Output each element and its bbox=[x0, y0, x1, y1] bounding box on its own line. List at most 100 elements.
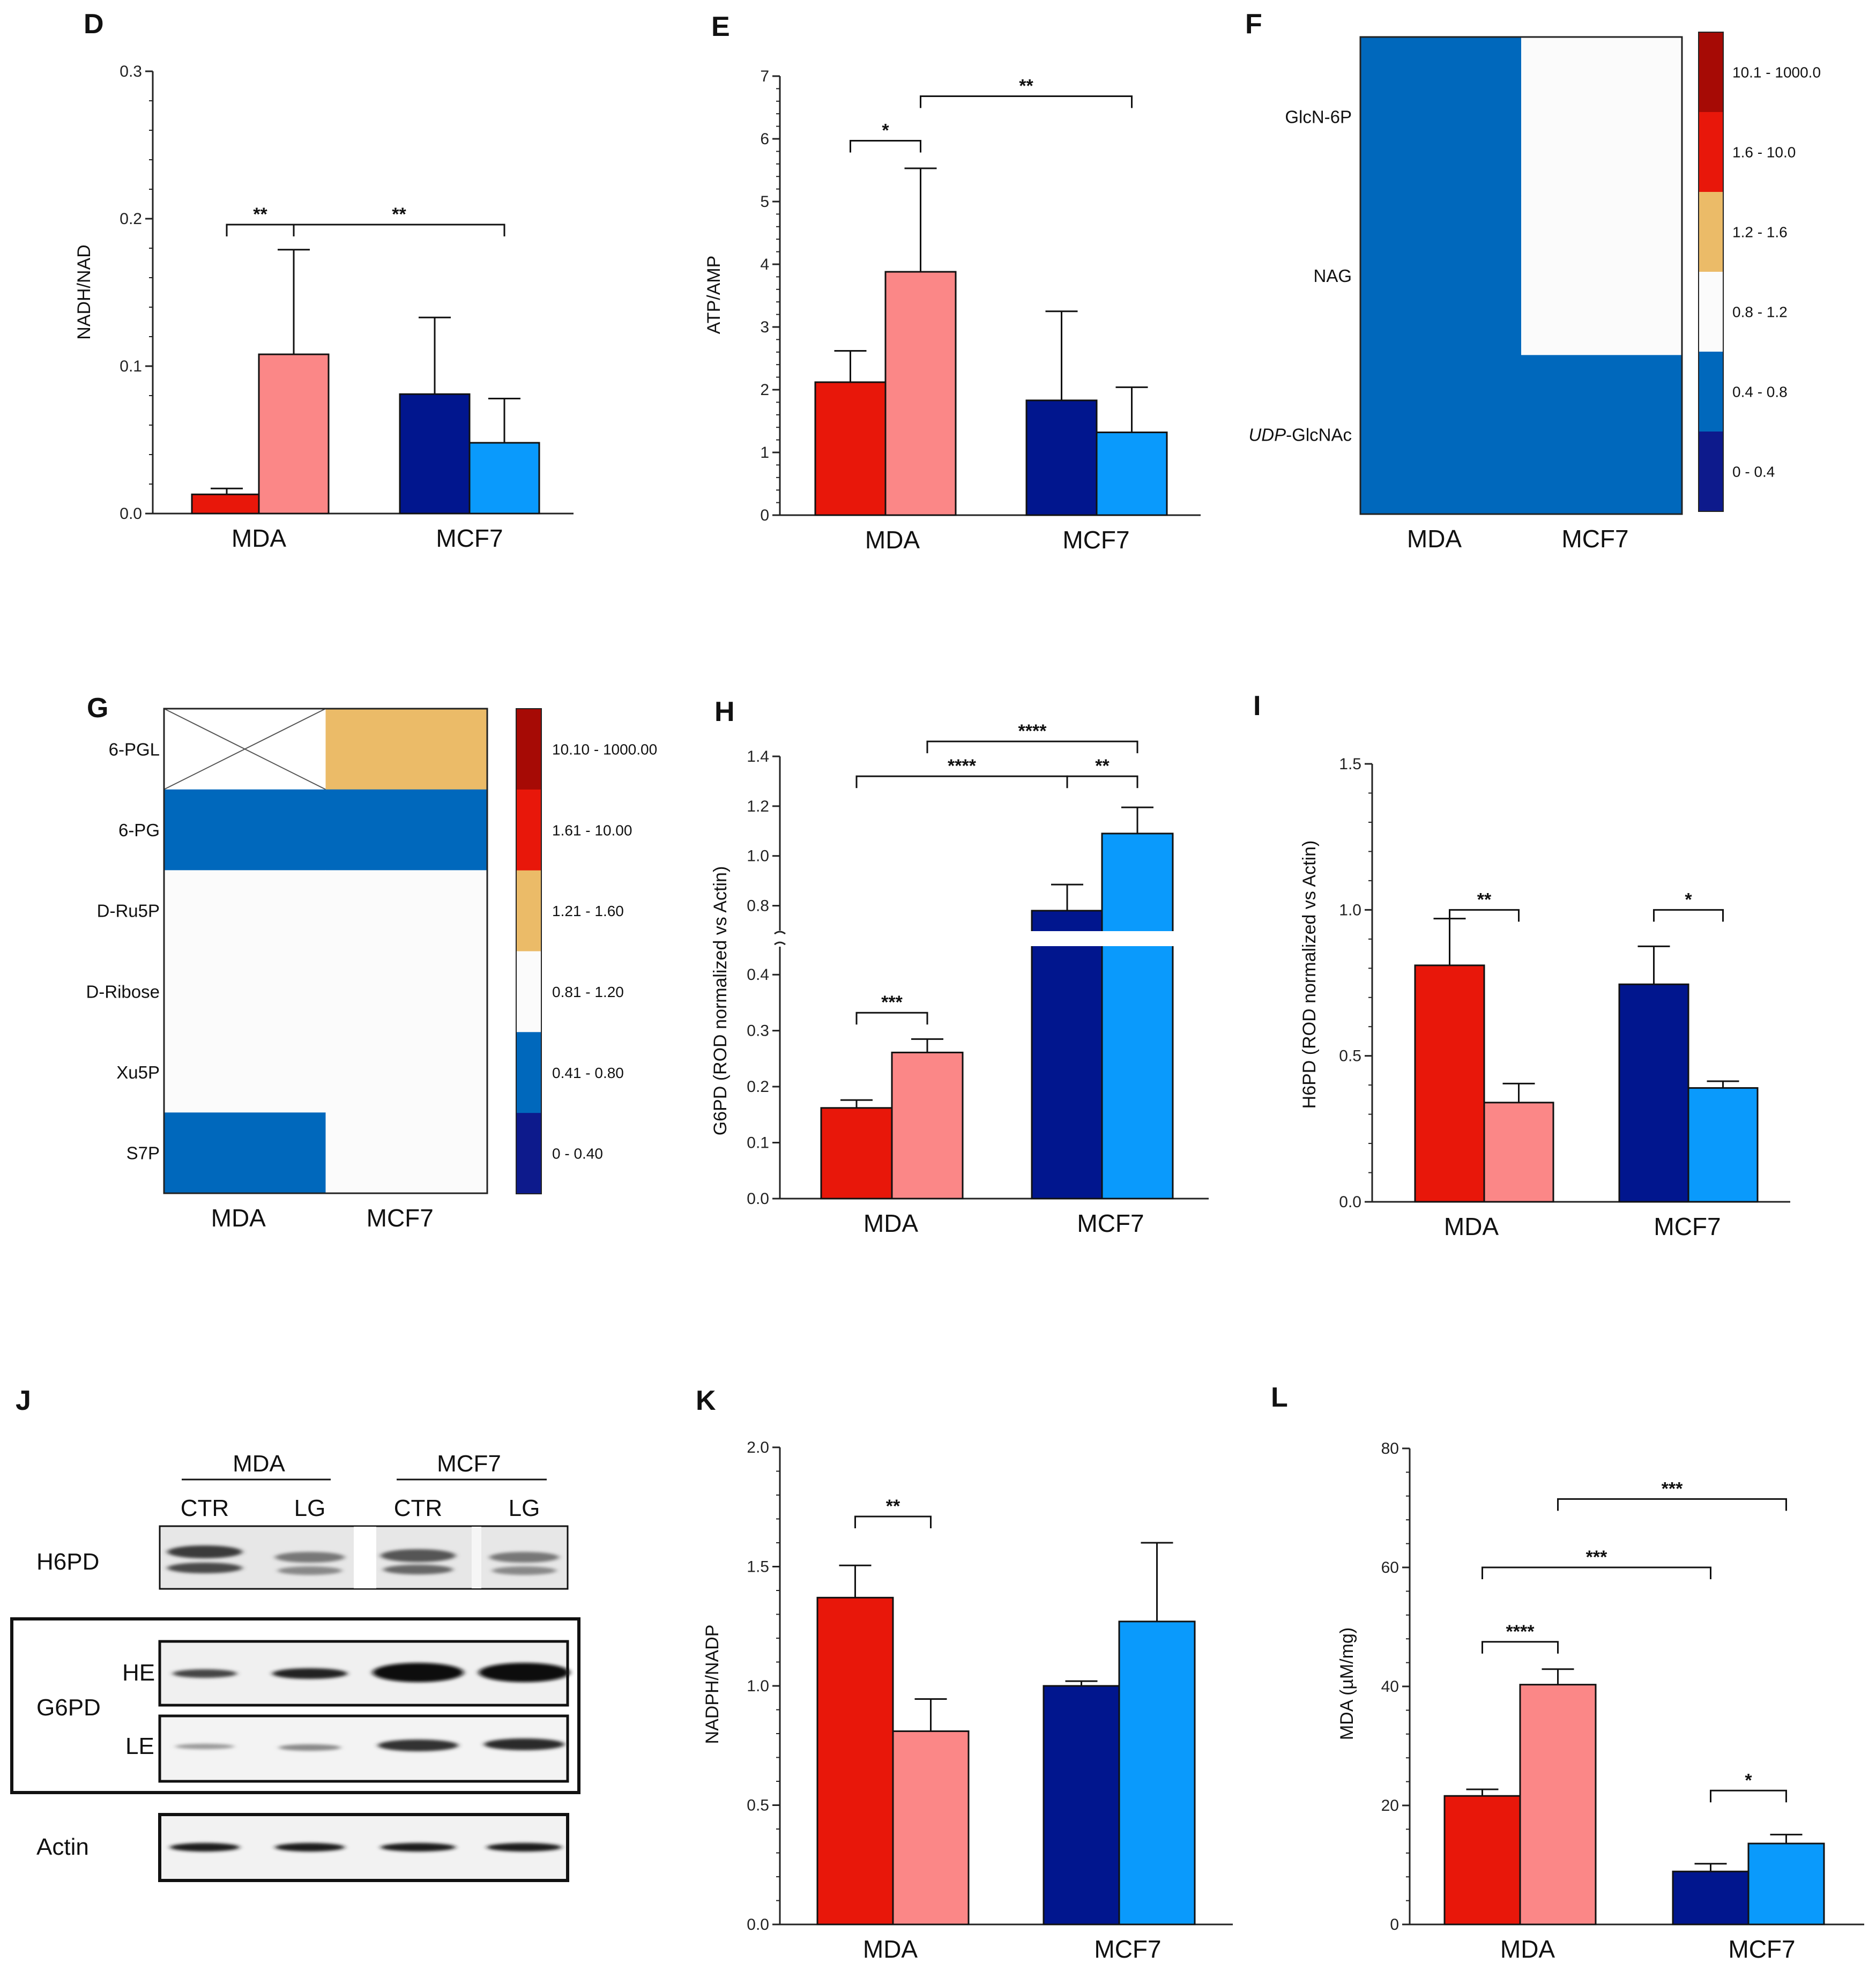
heatmap-row-label: D-Ru5P bbox=[97, 901, 160, 921]
nadh-nad-chart: 0.0 0.1 0.2 0.3 ** ** MDA MCF7 NADH/NAD bbox=[74, 63, 574, 552]
bar bbox=[884, 271, 957, 516]
heatmap-row-label: D-Ribose bbox=[86, 982, 160, 1001]
heatmap-cell bbox=[325, 1031, 488, 1113]
y-tick-label: 0.0 bbox=[120, 505, 142, 523]
y-tick-label: 5 bbox=[760, 193, 769, 211]
significance-bracket bbox=[926, 740, 1138, 754]
bar bbox=[399, 393, 471, 515]
y-tick-label: 6 bbox=[760, 130, 769, 148]
y-tick-label: 20 bbox=[1381, 1797, 1399, 1815]
bar bbox=[1483, 1102, 1554, 1203]
y-tick-label: 2 bbox=[760, 381, 769, 399]
bar bbox=[816, 1596, 894, 1926]
legend-label: 0.81 - 1.20 bbox=[552, 984, 624, 1000]
x-category-label: MDA bbox=[232, 524, 287, 552]
legend-label: 10.10 - 1000.00 bbox=[552, 741, 657, 757]
heatmap-row-label: UDP-GlcNAc bbox=[1248, 425, 1352, 445]
bar bbox=[1043, 1685, 1120, 1926]
blot-label-actin: Actin bbox=[36, 1834, 89, 1860]
heatmap-frame bbox=[1359, 36, 1683, 515]
axis-break-mark bbox=[774, 941, 786, 946]
bar bbox=[891, 1051, 964, 1200]
g6pd-he-blot-strip bbox=[158, 1640, 570, 1707]
significance-label: **** bbox=[948, 756, 977, 776]
y-tick-label: 0.8 bbox=[747, 897, 769, 915]
y-tick-label: 0.5 bbox=[1339, 1047, 1361, 1065]
pentose-phosphate-heatmap: 6-PGL 6-PG D-Ru5P D-Ribose Xu5P S7P MDA MCF7 10.… bbox=[86, 708, 657, 1232]
hexosamine-heatmap: GlcN-6P NAG UDP-GlcNAc MDA MCF7 10.1 - 1000.0… bbox=[1248, 32, 1821, 553]
legend-label: 1.21 - 1.60 bbox=[552, 903, 624, 919]
significance-bracket bbox=[1653, 909, 1724, 922]
y-tick-label: 2.0 bbox=[747, 1439, 769, 1456]
y-axis-title: ATP/AMP bbox=[704, 256, 724, 334]
y-tick-label: 0.1 bbox=[747, 1134, 769, 1152]
legend-frame bbox=[1698, 32, 1724, 512]
heatmap-cell bbox=[1360, 355, 1522, 515]
heatmap-cell bbox=[164, 789, 326, 871]
x-category-label: MDA bbox=[1444, 1213, 1499, 1240]
heatmap-column-label: MDA bbox=[1407, 525, 1462, 553]
y-axis-title: NADPH/NADP bbox=[702, 1625, 723, 1744]
legend-label: 0.41 - 0.80 bbox=[552, 1065, 624, 1081]
y-tick-label: 1.2 bbox=[747, 798, 769, 815]
blot-lane-1: CTR bbox=[181, 1495, 229, 1521]
blot-label-h6pd: H6PD bbox=[36, 1549, 99, 1575]
legend-label: 0 - 0.40 bbox=[552, 1146, 603, 1162]
bar bbox=[191, 493, 263, 515]
heatmap-column-label: MCF7 bbox=[1561, 525, 1628, 553]
y-tick-label: 1.0 bbox=[747, 1677, 769, 1695]
heatmap-cell bbox=[164, 870, 326, 951]
heatmap-cell bbox=[325, 709, 488, 790]
x-category-label: MDA bbox=[863, 1209, 919, 1237]
heatmap-cell bbox=[164, 1031, 326, 1113]
axis-break-gap bbox=[1018, 931, 1179, 946]
legend-label: 1.6 - 10.0 bbox=[1732, 144, 1796, 161]
y-axis-title: H6PD (ROD normalized vs Actin) bbox=[1299, 841, 1320, 1109]
legend-swatch bbox=[1699, 352, 1723, 432]
heatmap-cell bbox=[1360, 37, 1522, 197]
heatmap-column-label: MDA bbox=[211, 1204, 266, 1232]
x-category-label: MDA bbox=[1500, 1935, 1555, 1963]
panel-label-e: E bbox=[711, 11, 730, 42]
y-tick-label: 4 bbox=[760, 256, 769, 273]
significance-bracket bbox=[1482, 1641, 1559, 1654]
x-category-label: MCF7 bbox=[1094, 1935, 1161, 1963]
g6pd-frame bbox=[10, 1617, 580, 1794]
heatmap-cell bbox=[1521, 196, 1683, 355]
blot-lane-3: CTR bbox=[394, 1495, 442, 1521]
y-tick-label: 1.4 bbox=[747, 748, 769, 765]
bar bbox=[1118, 1620, 1196, 1926]
blot-group-mcf7: MCF7 bbox=[437, 1451, 501, 1477]
heatmap-cell bbox=[325, 1112, 488, 1194]
y-tick-label: 0.2 bbox=[747, 1078, 769, 1096]
actin-blot-strip bbox=[158, 1813, 569, 1882]
significance-label: ** bbox=[392, 204, 406, 225]
y-tick-label: 0.5 bbox=[747, 1797, 769, 1815]
legend-swatch bbox=[1699, 32, 1723, 113]
bar bbox=[1031, 910, 1104, 1200]
y-tick-label: 40 bbox=[1381, 1678, 1399, 1696]
y-axis-title: MDA (µM/mg) bbox=[1337, 1627, 1357, 1740]
y-tick-label: 0.3 bbox=[747, 1022, 769, 1040]
significance-label: **** bbox=[1018, 721, 1047, 741]
blot-label-le: LE bbox=[125, 1733, 154, 1759]
significance-label: * bbox=[882, 121, 889, 141]
panel-label-k: K bbox=[696, 1385, 716, 1416]
blot-lane-2: LG bbox=[294, 1495, 326, 1521]
significance-label: *** bbox=[1586, 1547, 1607, 1567]
legend-label: 1.61 - 10.00 bbox=[552, 822, 632, 838]
heatmap-cell bbox=[164, 951, 326, 1032]
x-category-label: MCF7 bbox=[1654, 1213, 1721, 1240]
y-tick-label: 0 bbox=[1390, 1916, 1399, 1934]
x-category-label: MCF7 bbox=[1077, 1209, 1144, 1237]
significance-label: * bbox=[1745, 1770, 1752, 1790]
significance-bracket bbox=[1066, 775, 1138, 789]
blot-label-g6pd: G6PD bbox=[36, 1694, 101, 1721]
panel-label-j: J bbox=[16, 1385, 31, 1416]
y-axis-title: NADH/NAD bbox=[74, 244, 94, 340]
y-tick-label: 7 bbox=[760, 68, 769, 85]
bar bbox=[1025, 399, 1098, 516]
